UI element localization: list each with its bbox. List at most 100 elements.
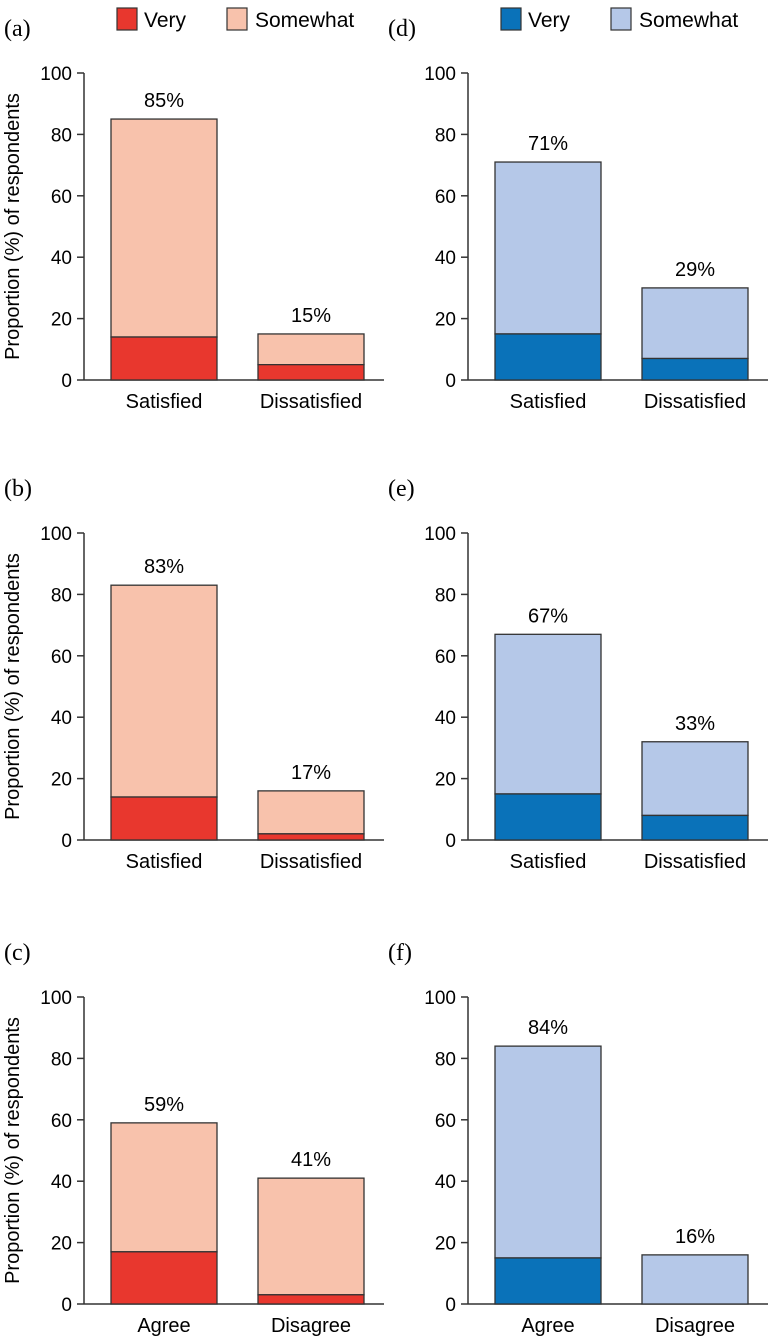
y-tick-label: 0 (445, 831, 456, 852)
panel-label: (a) (4, 16, 31, 42)
data-label: 29% (675, 259, 715, 281)
panel-d: (d) Very Somewhat 0 20 40 60 80 100 71% Satisfied 2… (388, 7, 768, 413)
y-tick-label: 40 (51, 1172, 72, 1193)
panel-a: (a) Very Somewhat 0 20 40 60 80 100 Proportion (%… (2, 7, 384, 413)
y-tick-label: 20 (435, 770, 456, 791)
bar-somewhat (110, 1122, 218, 1253)
y-tick-label: 20 (51, 310, 72, 331)
legend-swatch-somewhat (610, 7, 632, 31)
y-tick-label: 60 (51, 1111, 72, 1132)
y-tick-label: 60 (435, 1111, 456, 1132)
panel-c: (c) 0 20 40 60 80 100 Proportion (%) of respond… (2, 940, 384, 1337)
y-axis-label: Proportion (%) of respondents (2, 1017, 24, 1284)
y-tick-label: 20 (435, 1234, 456, 1255)
y-tick-label: 0 (61, 831, 72, 852)
y-tick-label: 60 (435, 187, 456, 208)
y-tick-label: 0 (445, 371, 456, 392)
bar-somewhat (110, 118, 218, 338)
data-label: 33% (675, 713, 715, 735)
y-tick-label: 0 (61, 1295, 72, 1316)
y-tick-label: 40 (435, 248, 456, 269)
bar-very (257, 363, 365, 381)
panel-label: (f) (388, 940, 412, 966)
bar-very (110, 796, 218, 841)
y-tick-label: 20 (435, 310, 456, 331)
x-tick-label: Satisfied (510, 391, 587, 413)
y-tick-label: 40 (435, 1172, 456, 1193)
y-tick-label: 100 (424, 64, 456, 85)
bar-very (494, 333, 602, 381)
x-tick-label: Dissatisfied (260, 391, 362, 413)
bar-very (494, 793, 602, 841)
y-tick-label: 100 (40, 988, 72, 1009)
y-tick-label: 80 (51, 585, 72, 606)
bar-somewhat (494, 633, 602, 795)
legend-label-somewhat: Somewhat (255, 9, 354, 32)
y-tick-label: 80 (51, 125, 72, 146)
bar-very (110, 1251, 218, 1305)
panel-label: (e) (388, 476, 415, 502)
data-label: 16% (675, 1226, 715, 1248)
x-tick-label: Disagree (655, 1315, 735, 1337)
y-tick-label: 20 (51, 770, 72, 791)
x-tick-label: Satisfied (126, 851, 203, 873)
bar-very (641, 357, 749, 381)
bar-very (641, 814, 749, 841)
x-tick-label: Dissatisfied (260, 851, 362, 873)
x-tick-label: Satisfied (510, 851, 587, 873)
y-axis-label: Proportion (%) of respondents (2, 93, 24, 360)
legend-swatch-very (500, 7, 522, 31)
x-tick-label: Disagree (271, 1315, 351, 1337)
y-tick-label: 60 (51, 647, 72, 668)
bar-very (494, 1257, 602, 1305)
data-label: 71% (528, 133, 568, 155)
data-label: 85% (144, 90, 184, 112)
data-label: 67% (528, 605, 568, 627)
y-axis-label: Proportion (%) of respondents (2, 553, 24, 820)
panel-b: (b) 0 20 40 60 80 100 Proportion (%) of respond… (2, 476, 384, 873)
bar-somewhat (257, 1177, 365, 1296)
data-label: 17% (291, 762, 331, 784)
bar-very (257, 833, 365, 841)
y-tick-label: 0 (61, 371, 72, 392)
bar-somewhat (641, 287, 749, 360)
y-tick-label: 60 (435, 647, 456, 668)
panel-label: (d) (388, 16, 416, 42)
bar-somewhat (257, 790, 365, 835)
y-tick-label: 80 (435, 1049, 456, 1070)
bar-very (257, 1294, 365, 1305)
x-tick-label: Dissatisfied (644, 391, 746, 413)
x-tick-label: Satisfied (126, 391, 203, 413)
y-tick-label: 100 (424, 524, 456, 545)
data-label: 15% (291, 305, 331, 327)
data-label: 84% (528, 1017, 568, 1039)
y-tick-label: 80 (51, 1049, 72, 1070)
bar-somewhat (641, 1254, 749, 1305)
panel-f: (f) 0 20 40 60 80 100 84% Agree 16% Disagree (388, 940, 768, 1337)
y-tick-label: 40 (51, 708, 72, 729)
panel-e: (e) 0 20 40 60 80 100 67% Satisfied 33% Dissatisfi… (388, 476, 768, 873)
y-tick-label: 40 (51, 248, 72, 269)
y-tick-label: 100 (40, 64, 72, 85)
legend-label-somewhat: Somewhat (639, 9, 738, 32)
y-tick-label: 60 (51, 187, 72, 208)
bar-very (110, 336, 218, 381)
y-tick-label: 100 (424, 988, 456, 1009)
x-tick-label: Dissatisfied (644, 851, 746, 873)
legend-label-very: Very (528, 9, 571, 32)
bar-somewhat (494, 161, 602, 335)
y-tick-label: 20 (51, 1234, 72, 1255)
bar-somewhat (494, 1045, 602, 1259)
legend-label-very: Very (144, 9, 187, 32)
bar-somewhat (257, 333, 365, 366)
bar-somewhat (110, 584, 218, 798)
y-tick-label: 80 (435, 125, 456, 146)
y-tick-label: 100 (40, 524, 72, 545)
x-tick-label: Agree (521, 1315, 574, 1337)
data-label: 83% (144, 556, 184, 578)
legend-swatch-very (116, 7, 138, 31)
legend-swatch-somewhat (226, 7, 248, 31)
data-label: 59% (144, 1094, 184, 1116)
bar-somewhat (641, 741, 749, 817)
y-tick-label: 80 (435, 585, 456, 606)
